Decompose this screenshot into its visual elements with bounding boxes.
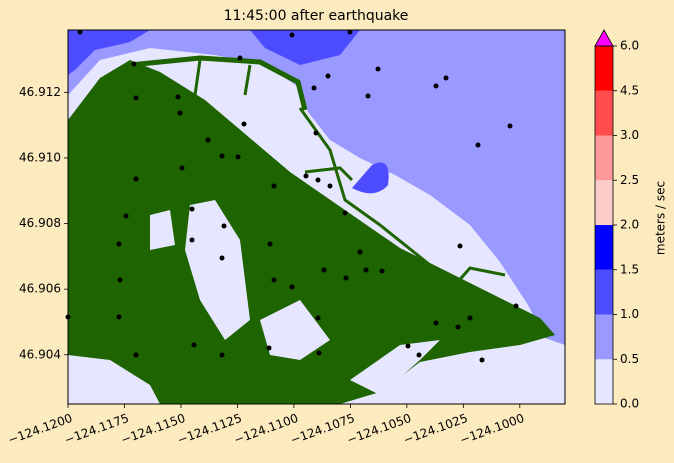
jetty bbox=[148, 59, 252, 96]
y-tick-label: 46.912 bbox=[19, 85, 61, 99]
x-tick-label: −124.1050 bbox=[345, 411, 413, 447]
gauges bbox=[65, 29, 519, 363]
dry-patch bbox=[185, 200, 250, 340]
x-tick-label: −124.1000 bbox=[458, 411, 526, 447]
colorbar-tick-label: 4.5 bbox=[620, 83, 639, 97]
x-tick-label: −124.1100 bbox=[232, 411, 300, 447]
dry-patch bbox=[260, 300, 330, 360]
colorbar-tick-label: 3.0 bbox=[620, 128, 639, 142]
chart-title: 11:45:00 after earthquake bbox=[224, 8, 409, 24]
breakwater bbox=[298, 107, 506, 288]
x-tick-label: −124.1175 bbox=[63, 411, 131, 447]
colorbar-tick-label: 2.5 bbox=[620, 173, 639, 187]
colorbar-extend bbox=[594, 29, 614, 47]
water-fast bbox=[68, 30, 150, 75]
colorbar-tick-label: 0.5 bbox=[620, 352, 639, 366]
y-tick-label: 46.908 bbox=[19, 216, 61, 230]
breakwater bbox=[304, 166, 354, 182]
y-tick-label: 46.910 bbox=[19, 150, 61, 164]
water-fast bbox=[250, 30, 360, 65]
x-tick-label: −124.1200 bbox=[6, 411, 74, 447]
colorbar-label: meters / sec bbox=[654, 181, 668, 255]
map-area bbox=[65, 29, 566, 405]
land bbox=[68, 60, 555, 404]
colorbar-segment bbox=[595, 135, 613, 181]
colorbar-tick-label: 1.0 bbox=[620, 307, 639, 321]
colorbar-segment bbox=[595, 359, 613, 404]
colorbar-tick-label: 2.0 bbox=[620, 218, 639, 232]
colorbar-tick-label: 6.0 bbox=[620, 39, 639, 53]
jetty bbox=[129, 55, 308, 111]
colorbar-segment bbox=[595, 90, 613, 136]
y-tick-label: 46.906 bbox=[19, 282, 61, 296]
x-tick-label: −124.1075 bbox=[289, 411, 357, 447]
x-tick-label: −124.1125 bbox=[176, 411, 244, 447]
colorbar-segment bbox=[595, 46, 613, 91]
y-tick-label: 46.904 bbox=[19, 347, 61, 361]
plot-frame bbox=[67, 29, 566, 405]
water-fast bbox=[352, 162, 389, 194]
dry-patch bbox=[150, 210, 175, 250]
x-tick-label: −124.1150 bbox=[119, 411, 187, 447]
colorbar-segment bbox=[595, 269, 613, 315]
dry-patch bbox=[68, 355, 160, 404]
colorbar-segment bbox=[595, 314, 613, 360]
colorbar-segment bbox=[595, 180, 613, 225]
x-tick-label: −124.1025 bbox=[402, 411, 470, 447]
colorbar-tick-label: 0.0 bbox=[620, 397, 639, 411]
colorbar-segment bbox=[595, 225, 613, 270]
water-medium bbox=[68, 30, 565, 345]
colorbar-tick-label: 1.5 bbox=[620, 262, 639, 276]
